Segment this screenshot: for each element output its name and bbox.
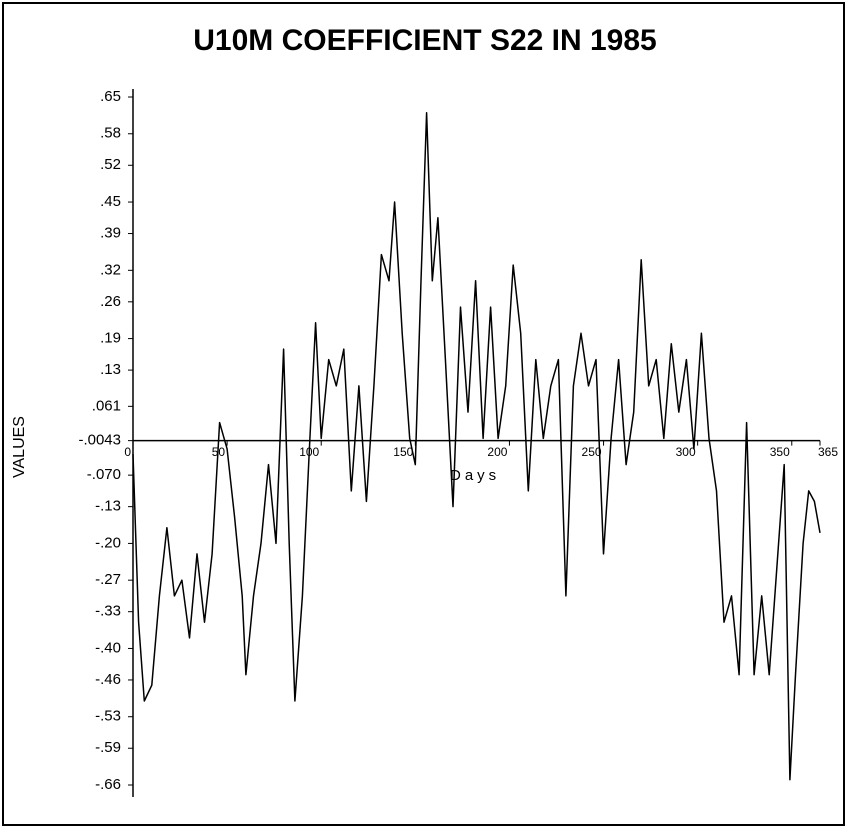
y-tick-label: -.33 [95,603,121,620]
y-tick-label: -.46 [95,671,121,688]
y-tick-label: .26 [100,293,121,310]
y-tick-label: -.59 [95,739,121,756]
y-tick-label: .65 [100,88,121,105]
x-tick-label: 0 [124,445,131,459]
x-tick-label: 365 [818,445,838,459]
y-tick-label: -.070 [87,466,121,483]
y-tick-label: .45 [100,193,121,210]
x-tick-label: 250 [582,445,602,459]
x-axis-label: Days [450,467,500,484]
x-tick-label: 350 [770,445,790,459]
y-tick-label: .061 [92,397,121,414]
series-line [132,112,821,781]
chart-title: U10M COEFFICIENT S22 IN 1985 [193,24,656,57]
x-tick-label: 300 [676,445,696,459]
y-tick-label: -.27 [95,571,121,588]
x-tick-label: 150 [393,445,413,459]
y-tick-label: -.66 [95,776,121,793]
y-tick-label: .39 [100,225,121,242]
y-tick-label: -.0043 [78,432,121,449]
y-axis-label: VALUES [11,416,28,478]
y-tick-label: .58 [100,125,121,142]
x-tick-label: 200 [487,445,507,459]
y-tick-label: .13 [100,361,121,378]
y-tick-label: -.20 [95,534,121,551]
y-tick-label: -.13 [95,498,121,515]
y-tick-label: .32 [100,261,121,278]
y-tick-label: .19 [100,330,121,347]
y-tick-label: -.53 [95,708,121,725]
y-tick-label: .52 [100,156,121,173]
y-tick-label: -.40 [95,639,121,656]
